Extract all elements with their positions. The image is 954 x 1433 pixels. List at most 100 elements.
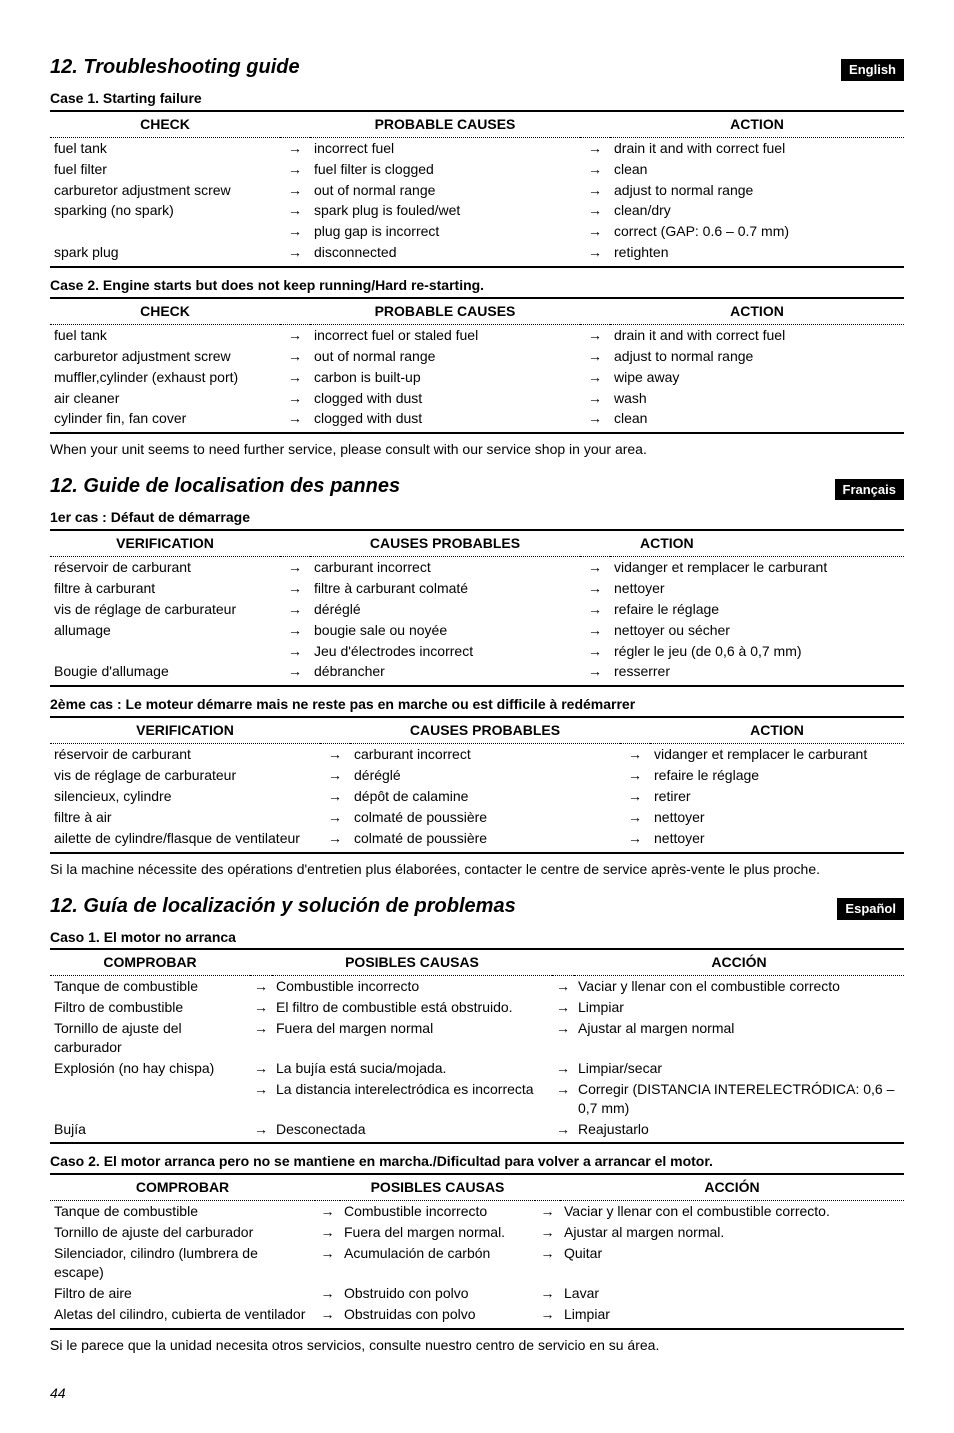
cell-check: Tanque de combustible bbox=[50, 976, 250, 997]
cell-action: Ajustar al margen normal. bbox=[560, 1222, 904, 1243]
cell-check: filtre à carburant bbox=[50, 578, 280, 599]
cell-cause: La distancia interelectródica es incorre… bbox=[272, 1079, 552, 1119]
cell-check: allumage bbox=[50, 620, 280, 641]
arrow-icon: → bbox=[535, 1283, 560, 1304]
cell-cause: Fuera del margen normal. bbox=[340, 1222, 535, 1243]
cell-check: réservoir de carburant bbox=[50, 744, 320, 765]
cell-check: ailette de cylindre/flasque de ventilate… bbox=[50, 828, 320, 853]
arrow-icon: → bbox=[320, 744, 350, 765]
cell-check: fuel tank bbox=[50, 137, 280, 158]
cell-cause: carbon is built-up bbox=[310, 367, 580, 388]
cell-check: Filtro de aire bbox=[50, 1283, 315, 1304]
cell-cause: incorrect fuel or staled fuel bbox=[310, 324, 580, 345]
arrow-icon: → bbox=[535, 1201, 560, 1222]
cell-cause: Fuera del margen normal bbox=[272, 1018, 552, 1058]
col-action: ACTION bbox=[610, 530, 904, 556]
section-title: 12. Guía de localización y solución de p… bbox=[50, 893, 516, 920]
arrow-icon: → bbox=[315, 1222, 340, 1243]
arrow-icon: → bbox=[535, 1222, 560, 1243]
arrow-icon: → bbox=[552, 976, 574, 997]
tbody: Tanque de combustible→Combustible incorr… bbox=[50, 976, 904, 1144]
arrow-icon: → bbox=[580, 599, 610, 620]
cell-cause: clogged with dust bbox=[310, 388, 580, 409]
col-action: ACTION bbox=[610, 298, 904, 324]
cell-action: retirer bbox=[650, 786, 904, 807]
cell-cause: Obstruido con polvo bbox=[340, 1283, 535, 1304]
arrow-icon: → bbox=[620, 765, 650, 786]
table-es-case1: COMPROBAR POSIBLES CAUSAS ACCIÓN Tanque … bbox=[50, 948, 904, 1144]
cell-cause: déréglé bbox=[310, 599, 580, 620]
arrow-icon: → bbox=[552, 1018, 574, 1058]
note: When your unit seems to need further ser… bbox=[50, 440, 904, 459]
arrow-icon: → bbox=[535, 1243, 560, 1283]
cell-check: filtre à air bbox=[50, 807, 320, 828]
col-check: COMPROBAR bbox=[50, 1174, 315, 1200]
cell-cause: out of normal range bbox=[310, 346, 580, 367]
arrow-icon: → bbox=[580, 557, 610, 578]
col-check: COMPROBAR bbox=[50, 949, 250, 975]
table-fr-case2: VERIFICATION CAUSES PROBABLES ACTION rés… bbox=[50, 716, 904, 853]
arrow-icon: → bbox=[280, 641, 310, 662]
arrow-icon: → bbox=[620, 744, 650, 765]
cell-check: vis de réglage de carburateur bbox=[50, 765, 320, 786]
cell-check: muffler,cylinder (exhaust port) bbox=[50, 367, 280, 388]
arrow-icon: → bbox=[280, 346, 310, 367]
cell-cause: carburant incorrect bbox=[350, 744, 620, 765]
cell-action: vidanger et remplacer le carburant bbox=[650, 744, 904, 765]
language-tag: Français bbox=[835, 479, 904, 501]
arrow-icon: → bbox=[580, 242, 610, 267]
cell-action: Corregir (DISTANCIA INTERELECTRÓDICA: 0,… bbox=[574, 1079, 904, 1119]
cell-check: sparking (no spark) bbox=[50, 200, 280, 221]
cell-cause: plug gap is incorrect bbox=[310, 221, 580, 242]
cell-check: Silenciador, cilindro (lumbrera de escap… bbox=[50, 1243, 315, 1283]
col-action: ACTION bbox=[610, 111, 904, 137]
cell-cause: Jeu d'électrodes incorrect bbox=[310, 641, 580, 662]
arrow-icon: → bbox=[250, 976, 272, 997]
cell-cause: El filtro de combustible está obstruido. bbox=[272, 997, 552, 1018]
col-cause: PROBABLE CAUSES bbox=[310, 298, 580, 324]
cell-check: réservoir de carburant bbox=[50, 557, 280, 578]
col-check: CHECK bbox=[50, 298, 280, 324]
arrow-icon: → bbox=[280, 578, 310, 599]
arrow-icon: → bbox=[250, 1079, 272, 1119]
arrow-icon: → bbox=[280, 661, 310, 686]
col-cause: POSIBLES CAUSAS bbox=[272, 949, 552, 975]
arrow-icon: → bbox=[250, 997, 272, 1018]
arrow-icon: → bbox=[320, 786, 350, 807]
cell-action: adjust to normal range bbox=[610, 346, 904, 367]
cell-check bbox=[50, 221, 280, 242]
cell-check: Tanque de combustible bbox=[50, 1201, 315, 1222]
col-action: ACCIÓN bbox=[574, 949, 904, 975]
cell-action: Limpiar/secar bbox=[574, 1058, 904, 1079]
case-title: 2ème cas : Le moteur démarre mais ne res… bbox=[50, 695, 904, 714]
cell-action: adjust to normal range bbox=[610, 180, 904, 201]
arrow-icon: → bbox=[250, 1018, 272, 1058]
note: Si la machine nécessite des opérations d… bbox=[50, 860, 904, 879]
cell-cause: dépôt de calamine bbox=[350, 786, 620, 807]
cell-action: refaire le réglage bbox=[610, 599, 904, 620]
arrow-icon: → bbox=[552, 1079, 574, 1119]
cell-cause: La bujía está sucia/mojada. bbox=[272, 1058, 552, 1079]
cell-check: carburetor adjustment screw bbox=[50, 346, 280, 367]
cell-action: clean bbox=[610, 159, 904, 180]
cell-action: nettoyer ou sécher bbox=[610, 620, 904, 641]
cell-check bbox=[50, 1079, 250, 1119]
cell-action: Limpiar bbox=[560, 1304, 904, 1329]
section-title: 12. Troubleshooting guide bbox=[50, 54, 300, 81]
cell-action: nettoyer bbox=[610, 578, 904, 599]
cell-check: silencieux, cylindre bbox=[50, 786, 320, 807]
arrow-icon: → bbox=[280, 408, 310, 433]
cell-cause: colmaté de poussière bbox=[350, 828, 620, 853]
cell-cause: clogged with dust bbox=[310, 408, 580, 433]
cell-action: wash bbox=[610, 388, 904, 409]
tbody: Tanque de combustible→Combustible incorr… bbox=[50, 1201, 904, 1329]
table-en-case1: CHECK PROBABLE CAUSES ACTION fuel tank→i… bbox=[50, 110, 904, 268]
arrow-icon: → bbox=[580, 578, 610, 599]
cell-check: fuel tank bbox=[50, 324, 280, 345]
arrow-icon: → bbox=[280, 242, 310, 267]
arrow-icon: → bbox=[315, 1283, 340, 1304]
arrow-icon: → bbox=[250, 1119, 272, 1144]
cell-cause: Combustible incorrecto bbox=[272, 976, 552, 997]
cell-action: Limpiar bbox=[574, 997, 904, 1018]
cell-cause: filtre à carburant colmaté bbox=[310, 578, 580, 599]
